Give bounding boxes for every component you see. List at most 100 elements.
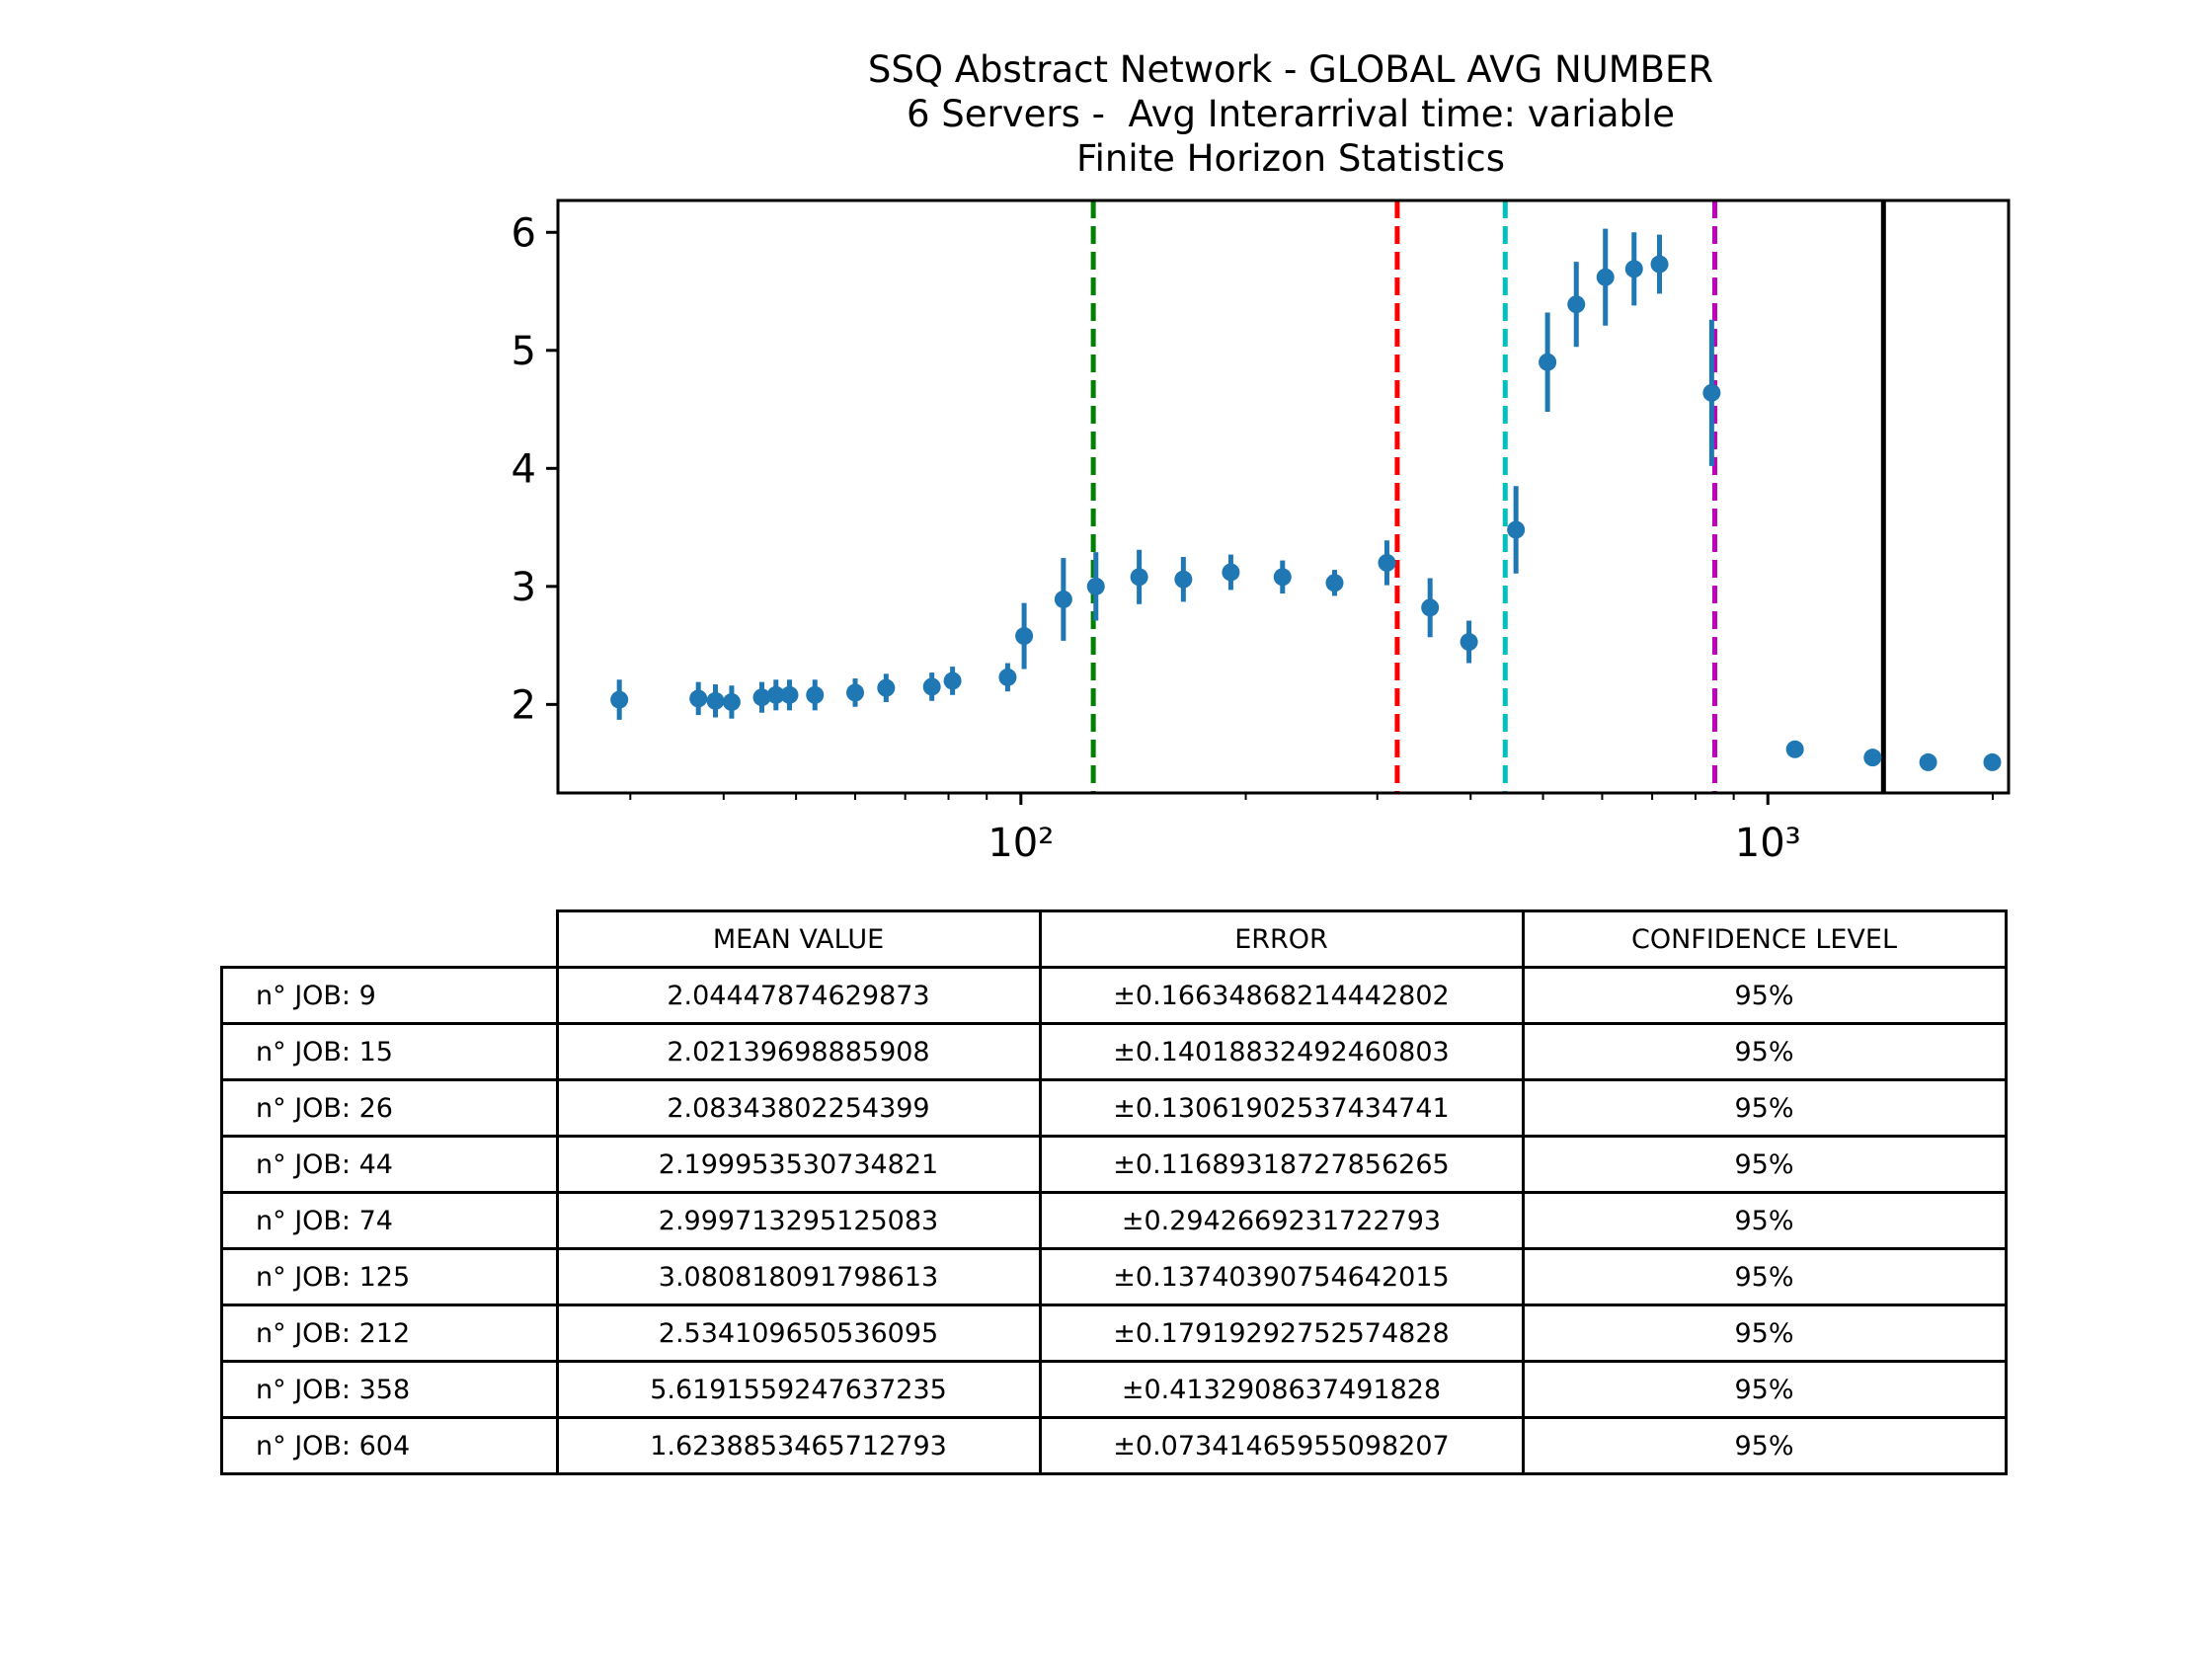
data-point [1596,228,1615,326]
reference-lines [1090,200,1886,793]
data-marker [1222,563,1240,582]
x-tick-label: 10² [988,821,1054,866]
mean-cell: 2.04447874629873 [555,966,1042,1025]
data-point [1174,556,1193,602]
error-cell: ±0.07341465955098207 [1038,1416,1525,1475]
data-point [998,663,1017,692]
data-marker [1378,553,1396,572]
confidence-cell: 95% [1521,1304,2008,1363]
data-point [943,667,962,695]
data-point [1919,752,1937,771]
error-cell: ±0.14018832492460803 [1038,1022,1525,1081]
row-label: n° JOB: 212 [220,1304,559,1363]
data-marker [1983,752,2002,771]
data-marker [1015,627,1034,646]
mean-cell: 1.6238853465712793 [555,1416,1042,1475]
table-row: n° JOB: 26 2.08343802254399 ±0.130619025… [220,1078,2008,1138]
mean-cell: 2.08343802254399 [555,1078,1042,1138]
row-label: n° JOB: 74 [220,1191,559,1250]
data-point [1863,749,1882,767]
data-point [1222,554,1240,591]
table-row: n° JOB: 74 2.999713295125083 ±0.29426692… [220,1191,2008,1250]
stats-table: MEAN VALUE ERROR CONFIDENCE LEVEL n° JOB… [220,909,2008,1475]
data-marker [1421,598,1440,617]
row-label: n° JOB: 125 [220,1247,559,1306]
data-marker [1785,740,1804,758]
chart-title: SSQ Abstract Network - GLOBAL AVG NUMBER… [0,47,2212,181]
data-marker [780,685,799,704]
error-cell: ±0.13061902537434741 [1038,1078,1525,1138]
confidence-cell: 95% [1521,1191,2008,1250]
title-line-3: Finite Horizon Statistics [1076,137,1505,180]
error-cell: ±0.2942669231722793 [1038,1191,1525,1250]
error-cell: ±0.16634868214442802 [1038,966,1525,1025]
error-cell: ±0.13740390754642015 [1038,1247,1525,1306]
error-cell: ±0.17919292752574828 [1038,1304,1525,1363]
data-point [1325,570,1344,596]
data-marker [1624,260,1643,278]
confidence-cell: 95% [1521,966,2008,1025]
data-series [610,228,2002,771]
data-marker [1325,574,1344,592]
confidence-cell: 95% [1521,1416,2008,1475]
header-confidence-level: CONFIDENCE LEVEL [1521,909,2008,969]
table-row: n° JOB: 212 2.534109650536095 ±0.1791929… [220,1304,2008,1363]
data-point [1702,319,1721,466]
data-point [846,678,865,707]
data-marker [1130,568,1148,587]
y-tick-label: 3 [512,565,536,610]
data-point [1983,752,2002,771]
data-marker [752,688,771,707]
row-label: n° JOB: 26 [220,1078,559,1138]
table-row: n° JOB: 358 5.6191559247637235 ±0.413290… [220,1360,2008,1419]
error-cell: ±0.4132908637491828 [1038,1360,1525,1419]
confidence-cell: 95% [1521,1022,2008,1081]
y-tick-label: 4 [512,446,536,492]
header-mean-value: MEAN VALUE [555,909,1042,969]
data-marker [706,691,725,710]
data-point [1507,486,1526,574]
table-header-row: MEAN VALUE ERROR CONFIDENCE LEVEL [222,909,2008,969]
data-point [922,672,941,701]
chart-plot: 2 3 4 5 6 10² 10³ [512,198,2011,866]
data-marker [610,690,629,709]
y-tick-label: 2 [512,682,536,728]
data-marker [1086,577,1105,595]
data-point [1015,602,1034,670]
data-point [780,679,799,711]
data-marker [722,692,741,711]
data-point [766,679,785,711]
data-point [722,685,741,719]
data-marker [1539,353,1557,371]
data-marker [877,678,896,697]
data-marker [1650,255,1669,274]
mean-cell: 2.02139698885908 [555,1022,1042,1081]
data-point [1130,549,1148,604]
data-point [689,681,708,716]
row-label: n° JOB: 15 [220,1022,559,1081]
data-marker [943,672,962,690]
data-marker [1596,268,1615,286]
confidence-cell: 95% [1521,1135,2008,1194]
data-point [1273,560,1292,594]
data-marker [689,689,708,708]
x-tick-label: 10³ [1735,821,1801,866]
mean-cell: 2.534109650536095 [555,1304,1042,1363]
y-tick-label: 6 [512,210,536,256]
confidence-cell: 95% [1521,1247,2008,1306]
table-row: n° JOB: 44 2.199953530734821 ±0.11689318… [220,1135,2008,1194]
data-marker [1702,383,1721,402]
row-label: n° JOB: 604 [220,1416,559,1475]
data-marker [1460,633,1478,652]
axes-frame [556,198,2011,795]
row-label: n° JOB: 44 [220,1135,559,1194]
data-point [1624,232,1643,306]
table-row: n° JOB: 125 3.080818091798613 ±0.1374039… [220,1247,2008,1306]
data-marker [1507,520,1526,539]
header-error: ERROR [1038,909,1525,969]
title-line-1: SSQ Abstract Network - GLOBAL AVG NUMBER [867,48,1714,91]
table-corner [222,911,558,968]
row-label: n° JOB: 358 [220,1360,559,1419]
mean-cell: 3.080818091798613 [555,1247,1042,1306]
data-marker [922,677,941,696]
